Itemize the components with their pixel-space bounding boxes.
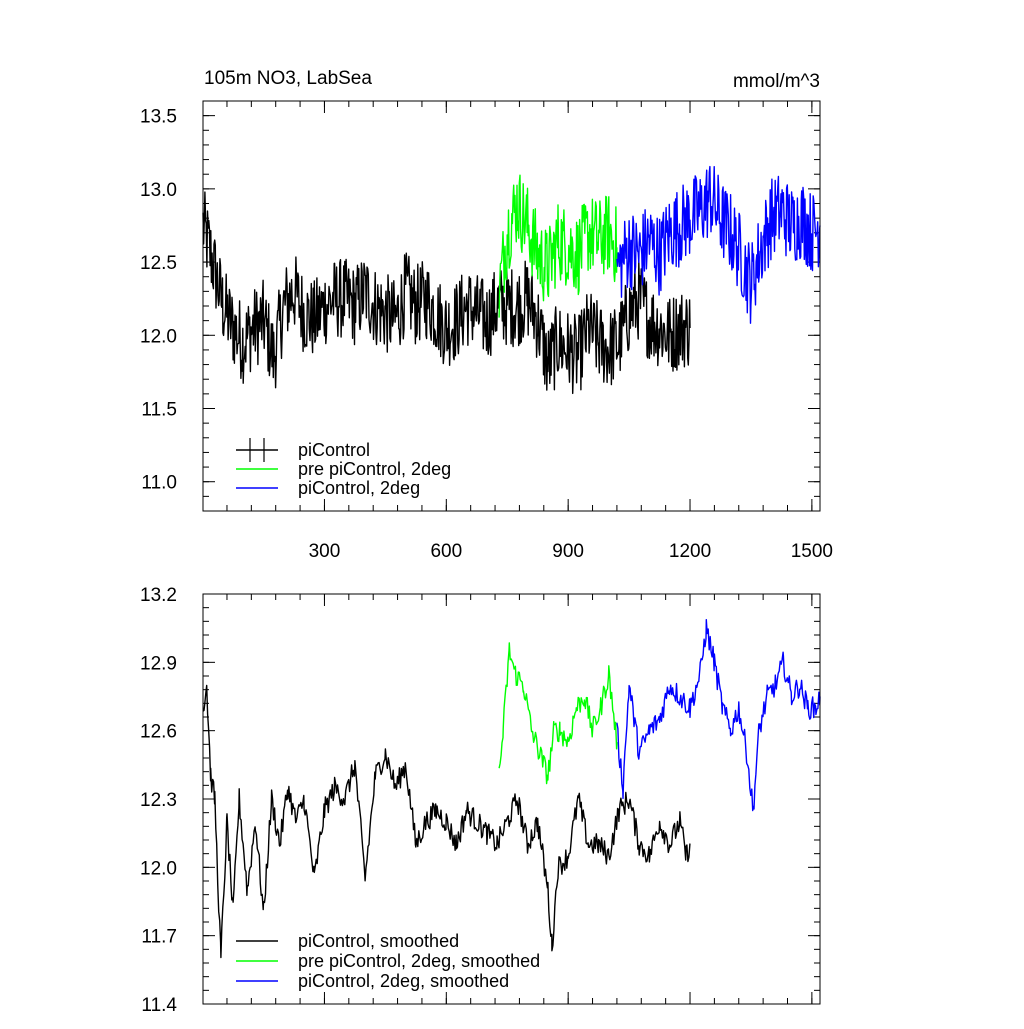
y-tick-label: 12.6 bbox=[140, 722, 177, 743]
legend-label: piControl, 2deg, smoothed bbox=[298, 971, 509, 991]
top-plot-frame bbox=[202, 100, 821, 512]
series-line bbox=[202, 684, 691, 959]
bottom-plot-frame bbox=[202, 593, 821, 1005]
y-tick-label: 11.5 bbox=[141, 400, 177, 421]
y-tick-label: 12.0 bbox=[140, 326, 177, 347]
chart-title: 105m NO3, LabSea bbox=[204, 68, 372, 89]
units-label: mmol/m^3 bbox=[733, 71, 820, 92]
x-tick-label: 1200 bbox=[669, 541, 711, 562]
y-tick-label: 12.5 bbox=[140, 253, 177, 274]
y-tick-label: 13.0 bbox=[140, 180, 177, 201]
x-tick-label: 1500 bbox=[791, 541, 833, 562]
x-tick-label: 900 bbox=[552, 541, 584, 562]
y-tick-label: 12.9 bbox=[140, 653, 177, 674]
y-tick-label: 11.0 bbox=[141, 473, 177, 494]
top-chart-panel: 105m NO3, LabSea mmol/m^3 11.0 11.5 12.0 12… bbox=[140, 68, 833, 562]
y-tick-label: 12.0 bbox=[140, 858, 177, 879]
bottom-chart-panel: 11.4 11.7 12.0 12.3 12.6 12.9 13.2 piControl, … bbox=[140, 585, 821, 1016]
legend-label: pre piControl, 2deg bbox=[298, 459, 451, 479]
y-tick-label: 13.5 bbox=[140, 107, 177, 128]
y-tick-label: 11.7 bbox=[141, 927, 177, 948]
series-line bbox=[498, 642, 618, 785]
top-series-lines bbox=[202, 165, 821, 395]
y-tick-label: 11.4 bbox=[141, 995, 177, 1016]
series-line bbox=[498, 174, 618, 318]
legend-label: piControl, smoothed bbox=[298, 931, 459, 951]
y-tick-label: 13.2 bbox=[140, 585, 177, 606]
legend-label: piControl, 2deg bbox=[298, 478, 420, 498]
x-tick-label: 300 bbox=[309, 541, 341, 562]
top-axis-ticks: 11.0 11.5 12.0 12.5 13.0 13.5 300 600 900 1200 150… bbox=[140, 100, 833, 562]
series-line bbox=[616, 165, 821, 324]
legend-label: pre piControl, 2deg, smoothed bbox=[298, 951, 540, 971]
series-line bbox=[202, 191, 691, 395]
bottom-series-lines bbox=[202, 619, 821, 959]
series-line bbox=[616, 619, 821, 812]
legend-label: piControl bbox=[298, 440, 370, 460]
x-tick-label: 600 bbox=[430, 541, 462, 562]
y-tick-label: 12.3 bbox=[140, 790, 177, 811]
